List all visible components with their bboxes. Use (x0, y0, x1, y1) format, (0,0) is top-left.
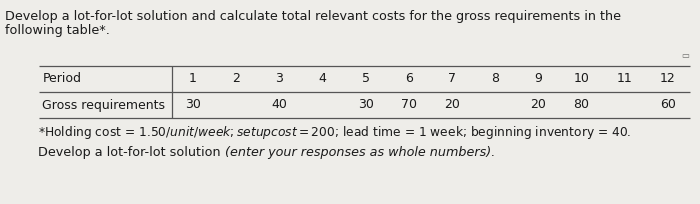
Text: 10: 10 (573, 72, 589, 85)
Text: Gross requirements: Gross requirements (43, 99, 165, 112)
Text: Develop a lot-for-lot solution: Develop a lot-for-lot solution (38, 146, 225, 159)
Text: 40: 40 (272, 99, 288, 112)
Text: 70: 70 (401, 99, 417, 112)
Text: *Holding cost = $1.50/unit/week; setup cost = $200; lead time = 1 week; beginnin: *Holding cost = $1.50/unit/week; setup c… (38, 124, 632, 141)
Text: following table*.: following table*. (5, 24, 110, 37)
Text: ▭: ▭ (682, 51, 690, 60)
Text: Develop a lot-for-lot solution and calculate total relevant costs for the gross : Develop a lot-for-lot solution and calcu… (5, 10, 621, 23)
Text: 4: 4 (318, 72, 326, 85)
Text: (enter your responses as whole numbers).: (enter your responses as whole numbers). (225, 146, 496, 159)
Text: 20: 20 (444, 99, 460, 112)
Text: 6: 6 (405, 72, 413, 85)
Text: Period: Period (43, 72, 81, 85)
Text: 7: 7 (448, 72, 456, 85)
Text: 30: 30 (358, 99, 374, 112)
Text: 11: 11 (617, 72, 633, 85)
Text: 60: 60 (660, 99, 676, 112)
Text: 20: 20 (531, 99, 547, 112)
Text: 8: 8 (491, 72, 499, 85)
Text: 80: 80 (573, 99, 589, 112)
Text: 5: 5 (362, 72, 370, 85)
Text: 1: 1 (189, 72, 197, 85)
Text: 2: 2 (232, 72, 240, 85)
Text: 30: 30 (185, 99, 201, 112)
Text: 9: 9 (535, 72, 542, 85)
Text: 3: 3 (276, 72, 284, 85)
Text: 12: 12 (660, 72, 675, 85)
